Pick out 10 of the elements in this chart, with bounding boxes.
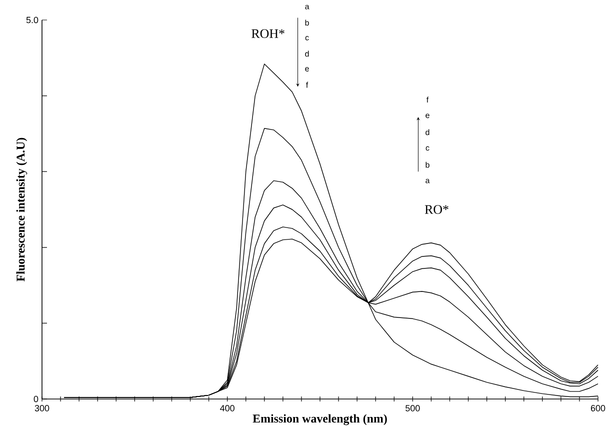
x-tick-label: 400 — [220, 405, 234, 412]
annotation: RO* — [424, 205, 448, 214]
y-tick-label: 5.0 — [26, 16, 38, 24]
annotation: ROH* — [252, 29, 284, 38]
y-axis-title: Fluorescence intensity (A.U) — [16, 138, 28, 282]
x-axis-title: Emission wavelength (nm) — [252, 414, 387, 426]
x-tick-label: 300 — [34, 405, 50, 412]
x-tick-label: 500 — [406, 405, 420, 412]
x-tick-label: 600 — [590, 405, 606, 412]
y-tick-label: 0 — [34, 396, 38, 402]
